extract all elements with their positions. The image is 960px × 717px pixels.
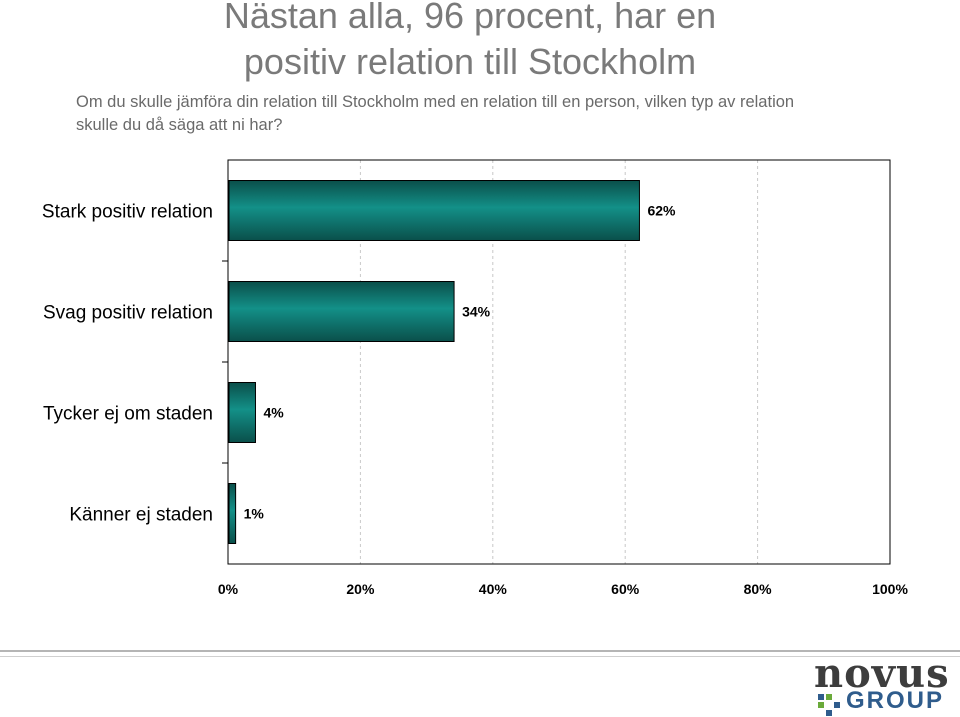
x-tick-label: 100% xyxy=(872,581,908,597)
bar-chart: 62% 34% 4% 1% Stark positiv relation Svag po… xyxy=(42,159,909,597)
logo-square-icon xyxy=(826,694,832,700)
category-label: Stark positiv relation xyxy=(42,202,213,223)
category-label: Känner ej staden xyxy=(69,505,213,526)
category-ticks xyxy=(222,260,228,464)
x-tick-labels: 0% 20% 40% 60% 80% 100% xyxy=(218,581,909,597)
category-label: Tycker ej om staden xyxy=(43,404,213,425)
logo-square-icon xyxy=(818,694,824,700)
footer-divider-secondary xyxy=(0,656,960,657)
data-label: 4% xyxy=(263,405,284,421)
chart-subtitle-line2: skulle du då säga att ni har? xyxy=(76,116,283,134)
value-labels: 62% 34% 4% 1% xyxy=(244,203,676,522)
novus-group-logo: novus GROUP xyxy=(814,654,956,716)
logo-square-icon xyxy=(818,702,824,708)
chart-subtitle-line1: Om du skulle jämföra din relation till S… xyxy=(76,93,795,111)
category-labels: Stark positiv relation Svag positiv relat… xyxy=(42,202,213,526)
logo-group-text: GROUP xyxy=(846,687,945,714)
data-label: 62% xyxy=(647,203,676,219)
category-label: Svag positiv relation xyxy=(43,303,213,324)
chart-title-line2: positiv relation till Stockholm xyxy=(243,41,697,82)
footer-divider xyxy=(0,650,960,652)
logo-square-icon xyxy=(834,702,840,708)
data-label: 34% xyxy=(462,304,491,320)
chart-title-line1: Nästan alla, 96 procent, har en xyxy=(223,0,717,36)
logo-square-icon xyxy=(826,710,832,716)
x-tick-label: 20% xyxy=(346,581,375,597)
bar xyxy=(228,281,455,342)
bar xyxy=(228,180,640,241)
bar xyxy=(228,483,237,544)
bars xyxy=(228,180,640,544)
bar xyxy=(228,382,256,443)
x-tick-label: 0% xyxy=(218,581,239,597)
x-tick-label: 40% xyxy=(479,581,508,597)
x-tick-label: 60% xyxy=(611,581,640,597)
x-tick-label: 80% xyxy=(744,581,773,597)
logo-wordmark: novus xyxy=(814,650,950,697)
data-label: 1% xyxy=(244,506,265,522)
